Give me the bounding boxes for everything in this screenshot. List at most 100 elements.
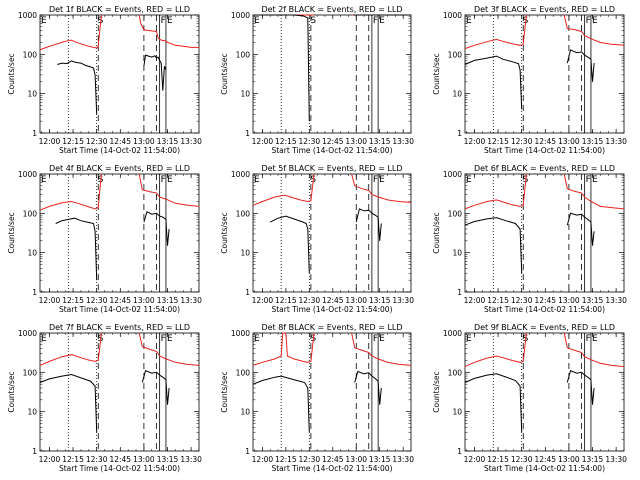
- x-tick-label: 13:30: [605, 296, 627, 305]
- x-tick-label: 12:15: [62, 296, 84, 305]
- y-tick-label: 10: [27, 90, 37, 99]
- series-events-line: [55, 217, 98, 281]
- x-tick-label: 12:45: [322, 455, 344, 464]
- x-tick-label: 12:45: [534, 296, 556, 305]
- axes-frame: [252, 332, 412, 452]
- series-events-line: [57, 60, 98, 115]
- panel-det-9: Det 9f BLACK = Events, RED = LLD 1 10 100 10…: [432, 323, 627, 473]
- panel-det-3: Det 3f BLACK = Events, RED = LLD 1 10 100 10…: [432, 5, 627, 155]
- y-tick-label: 1000: [443, 11, 462, 20]
- series-events-line: [566, 370, 595, 405]
- segment-marker-label: E: [379, 334, 385, 344]
- panel-title: Det 3f BLACK = Events, RED = LLD: [474, 5, 615, 14]
- x-tick-label: 12:15: [62, 137, 84, 146]
- axes-frame: [252, 14, 412, 134]
- panel-title: Det 6f BLACK = Events, RED = LLD: [474, 164, 615, 173]
- x-tick-label: 13:30: [180, 296, 202, 305]
- y-tick-label: 1: [245, 129, 250, 138]
- segment-marker-label: F: [586, 334, 591, 344]
- panel-det-2: Det 2f BLACK = Events, RED = LLD 1 10 100 10…: [220, 5, 414, 155]
- axes-frame: [39, 14, 200, 134]
- y-axis-label: Counts/sec: [220, 371, 229, 412]
- y-tick-label: 10: [240, 90, 250, 99]
- y-tick-label: 1000: [231, 11, 250, 20]
- y-tick-label: 100: [236, 209, 251, 218]
- x-axis-label: Start Time (14-Oct-02 11:54:00): [484, 305, 605, 314]
- series-events-line: [141, 370, 170, 405]
- x-tick-label: 13:15: [369, 137, 391, 146]
- series-lld-line: [138, 14, 199, 48]
- series-events-line: [253, 14, 310, 122]
- x-tick-label: 13:00: [133, 455, 155, 464]
- x-tick-label: 12:45: [534, 455, 556, 464]
- segment-marker-label: E: [167, 16, 173, 26]
- series-lld-line: [138, 173, 200, 207]
- x-tick-label: 12:00: [464, 296, 486, 305]
- series-lld-line: [563, 173, 625, 210]
- x-tick-label: 13:15: [582, 455, 604, 464]
- panel-det-5: Det 5f BLACK = Events, RED = LLD 1 10 100 10…: [220, 164, 414, 314]
- y-tick-label: 100: [23, 50, 38, 59]
- y-axis-label: Counts/sec: [432, 53, 441, 94]
- segment-marker-label: F: [373, 175, 378, 185]
- y-axis-label: Counts/sec: [432, 371, 441, 412]
- x-tick-label: 12:00: [39, 296, 61, 305]
- x-tick-label: 13:15: [157, 455, 179, 464]
- x-tick-label: 13:00: [558, 455, 580, 464]
- x-tick-label: 12:15: [275, 137, 297, 146]
- series-lld-line: [563, 14, 625, 46]
- panel-title: Det 4f BLACK = Events, RED = LLD: [49, 164, 190, 173]
- y-tick-label: 100: [23, 209, 38, 218]
- y-tick-label: 1000: [443, 170, 462, 179]
- x-tick-label: 13:30: [180, 455, 202, 464]
- panel-title: Det 9f BLACK = Events, RED = LLD: [474, 323, 615, 332]
- x-tick-label: 13:15: [157, 137, 179, 146]
- series-events-line: [269, 215, 310, 274]
- series-lld-line: [138, 332, 200, 366]
- axes-frame: [464, 14, 625, 134]
- series-events-line: [566, 49, 595, 82]
- y-axis-label: Counts/sec: [220, 53, 229, 94]
- x-tick-label: 13:30: [392, 455, 414, 464]
- panel-title: Det 7f BLACK = Events, RED = LLD: [49, 323, 190, 332]
- panel-det-4: Det 4f BLACK = Events, RED = LLD 1 10 100 10…: [7, 164, 202, 314]
- x-tick-label: 12:45: [109, 137, 131, 146]
- y-tick-label: 1: [32, 447, 37, 456]
- y-tick-label: 1000: [231, 329, 250, 338]
- y-axis-label: Counts/sec: [7, 53, 16, 94]
- y-tick-label: 10: [27, 408, 37, 417]
- series-lld-line: [351, 332, 412, 366]
- y-tick-label: 1: [32, 129, 37, 138]
- y-tick-label: 10: [452, 90, 462, 99]
- x-tick-label: 12:00: [464, 137, 486, 146]
- x-tick-label: 12:30: [299, 455, 321, 464]
- panel-det-8: Det 8f BLACK = Events, RED = LLD 1 10 100 10…: [220, 323, 414, 473]
- x-tick-label: 12:45: [109, 455, 131, 464]
- y-tick-label: 1000: [231, 170, 250, 179]
- x-tick-label: 13:00: [345, 455, 367, 464]
- segment-marker-label: E: [592, 175, 598, 185]
- x-axis-label: Start Time (14-Oct-02 11:54:00): [271, 146, 392, 155]
- x-axis-label: Start Time (14-Oct-02 11:54:00): [271, 464, 392, 473]
- x-tick-label: 12:15: [487, 455, 509, 464]
- y-tick-label: 100: [448, 50, 463, 59]
- y-tick-label: 100: [236, 50, 251, 59]
- segment-marker-label: E: [41, 16, 47, 26]
- x-tick-label: 12:45: [322, 137, 344, 146]
- series-lld-line: [464, 14, 527, 50]
- axes-frame: [464, 332, 625, 452]
- x-axis-label: Start Time (14-Oct-02 11:54:00): [59, 464, 180, 473]
- y-tick-label: 10: [452, 408, 462, 417]
- segment-marker-label: E: [41, 175, 47, 185]
- x-axis-label: Start Time (14-Oct-02 11:54:00): [59, 146, 180, 155]
- x-tick-label: 12:45: [534, 137, 556, 146]
- panel-det-7: Det 7f BLACK = Events, RED = LLD 1 10 100 10…: [7, 323, 202, 473]
- y-tick-label: 10: [240, 249, 250, 258]
- segment-marker-label: E: [466, 16, 472, 26]
- x-tick-label: 12:45: [322, 296, 344, 305]
- series-events-line: [354, 370, 382, 405]
- segment-marker-label: F: [373, 334, 378, 344]
- axes-frame: [464, 173, 625, 293]
- x-tick-label: 12:15: [62, 455, 84, 464]
